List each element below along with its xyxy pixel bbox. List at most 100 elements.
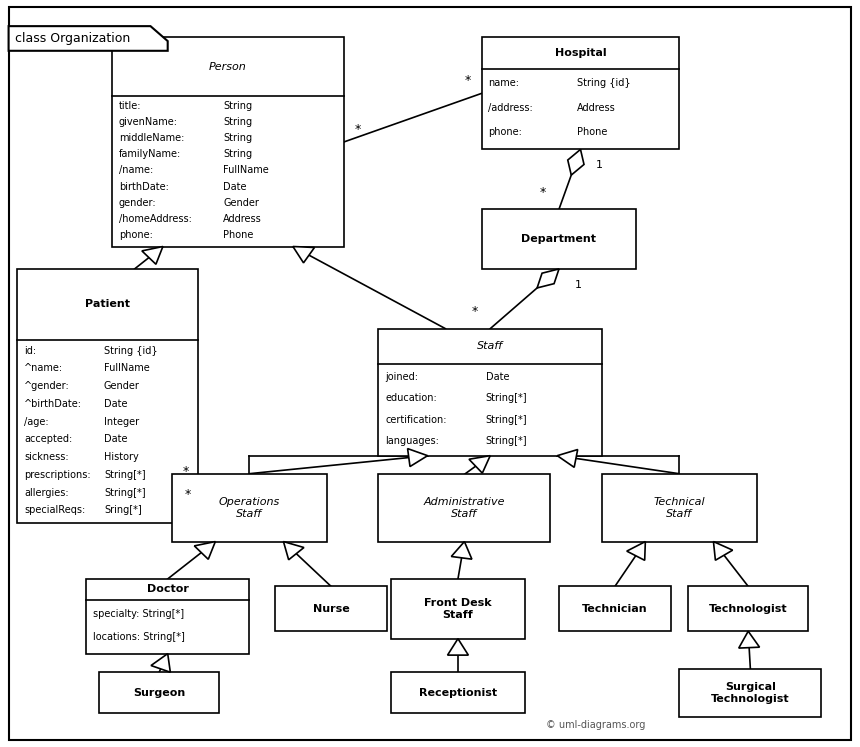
- Text: class Organization: class Organization: [15, 32, 131, 45]
- Text: Hospital: Hospital: [555, 48, 606, 58]
- Text: *: *: [182, 465, 188, 478]
- Text: id:: id:: [24, 346, 36, 356]
- Polygon shape: [284, 542, 304, 560]
- Text: Technician: Technician: [582, 604, 648, 614]
- Polygon shape: [452, 542, 472, 560]
- Text: middleName:: middleName:: [119, 133, 184, 143]
- Text: FullName: FullName: [224, 165, 269, 176]
- Text: Department: Department: [521, 234, 597, 244]
- Bar: [602, 474, 757, 542]
- Text: /homeAddress:: /homeAddress:: [119, 214, 192, 224]
- Text: Phone: Phone: [224, 230, 254, 241]
- Text: *: *: [540, 186, 546, 199]
- Text: String[*]: String[*]: [486, 436, 527, 446]
- Text: gender:: gender:: [119, 198, 157, 208]
- Polygon shape: [142, 247, 163, 264]
- Text: Date: Date: [104, 399, 127, 409]
- Text: birthDate:: birthDate:: [119, 182, 169, 191]
- Text: Address: Address: [224, 214, 262, 224]
- Polygon shape: [469, 456, 490, 473]
- Bar: [112, 37, 344, 247]
- Text: Front Desk
Staff: Front Desk Staff: [424, 598, 492, 619]
- Bar: [275, 586, 387, 631]
- Polygon shape: [151, 654, 170, 672]
- Text: languages:: languages:: [385, 436, 439, 446]
- Polygon shape: [557, 450, 578, 468]
- Bar: [482, 209, 636, 269]
- Text: Nurse: Nurse: [313, 604, 349, 614]
- Polygon shape: [194, 542, 215, 560]
- Text: /age:: /age:: [24, 417, 49, 427]
- Bar: [688, 586, 808, 631]
- Text: ^gender:: ^gender:: [24, 381, 70, 391]
- Text: specialty: String[*]: specialty: String[*]: [93, 609, 184, 619]
- Text: certification:: certification:: [385, 415, 447, 424]
- Text: Integer: Integer: [104, 417, 139, 427]
- Text: Surgeon: Surgeon: [133, 688, 185, 698]
- Text: String {id}: String {id}: [104, 346, 157, 356]
- Text: Doctor: Doctor: [147, 584, 188, 595]
- Polygon shape: [568, 149, 584, 175]
- Bar: [559, 586, 671, 631]
- Text: Gender: Gender: [224, 198, 259, 208]
- Text: name:: name:: [488, 78, 519, 88]
- Bar: [679, 669, 821, 717]
- Text: Operations
Staff: Operations Staff: [218, 498, 280, 518]
- Polygon shape: [9, 26, 168, 51]
- Text: Technical
Staff: Technical Staff: [654, 498, 705, 518]
- Bar: [391, 579, 525, 639]
- Text: String[*]: String[*]: [486, 393, 527, 403]
- Text: Staff: Staff: [477, 341, 503, 351]
- Text: prescriptions:: prescriptions:: [24, 470, 90, 480]
- Text: *: *: [354, 123, 360, 136]
- Polygon shape: [408, 449, 427, 467]
- Text: String: String: [224, 133, 252, 143]
- Text: Sring[*]: Sring[*]: [104, 506, 142, 515]
- Text: String: String: [224, 101, 252, 111]
- Text: phone:: phone:: [488, 127, 522, 137]
- Text: phone:: phone:: [119, 230, 152, 241]
- Text: ^birthDate:: ^birthDate:: [24, 399, 82, 409]
- Polygon shape: [447, 639, 469, 655]
- Text: String[*]: String[*]: [486, 415, 527, 424]
- Text: © uml-diagrams.org: © uml-diagrams.org: [546, 719, 646, 730]
- Text: Date: Date: [486, 372, 509, 382]
- Text: /name:: /name:: [119, 165, 153, 176]
- Polygon shape: [627, 542, 645, 560]
- Text: givenName:: givenName:: [119, 117, 178, 127]
- Polygon shape: [739, 631, 759, 648]
- Bar: [17, 269, 198, 523]
- Polygon shape: [714, 542, 733, 560]
- Text: joined:: joined:: [385, 372, 418, 382]
- Text: 1: 1: [596, 160, 603, 170]
- Text: specialReqs:: specialReqs:: [24, 506, 85, 515]
- Text: Gender: Gender: [104, 381, 140, 391]
- Text: allergies:: allergies:: [24, 488, 69, 498]
- Polygon shape: [293, 247, 315, 263]
- Bar: [378, 474, 550, 542]
- Polygon shape: [538, 269, 559, 288]
- Text: familyName:: familyName:: [119, 149, 181, 159]
- Text: Address: Address: [576, 103, 615, 113]
- Text: Receptionist: Receptionist: [419, 688, 497, 698]
- Text: String: String: [224, 149, 252, 159]
- Text: Date: Date: [224, 182, 247, 191]
- Text: sickness:: sickness:: [24, 452, 69, 462]
- Text: title:: title:: [119, 101, 141, 111]
- Text: History: History: [104, 452, 138, 462]
- Bar: [391, 672, 525, 713]
- Text: Administrative
Staff: Administrative Staff: [424, 498, 505, 518]
- Text: Surgical
Technologist: Surgical Technologist: [711, 682, 789, 704]
- Text: String[*]: String[*]: [104, 488, 145, 498]
- Text: Technologist: Technologist: [709, 604, 788, 614]
- Text: *: *: [185, 489, 191, 501]
- Text: education:: education:: [385, 393, 437, 403]
- Text: ^name:: ^name:: [24, 364, 63, 374]
- Bar: [172, 474, 327, 542]
- Text: *: *: [464, 75, 470, 87]
- Text: /address:: /address:: [488, 103, 533, 113]
- Bar: [378, 329, 602, 456]
- Bar: [99, 672, 219, 713]
- Text: locations: String[*]: locations: String[*]: [93, 632, 185, 642]
- Text: 1: 1: [574, 279, 581, 290]
